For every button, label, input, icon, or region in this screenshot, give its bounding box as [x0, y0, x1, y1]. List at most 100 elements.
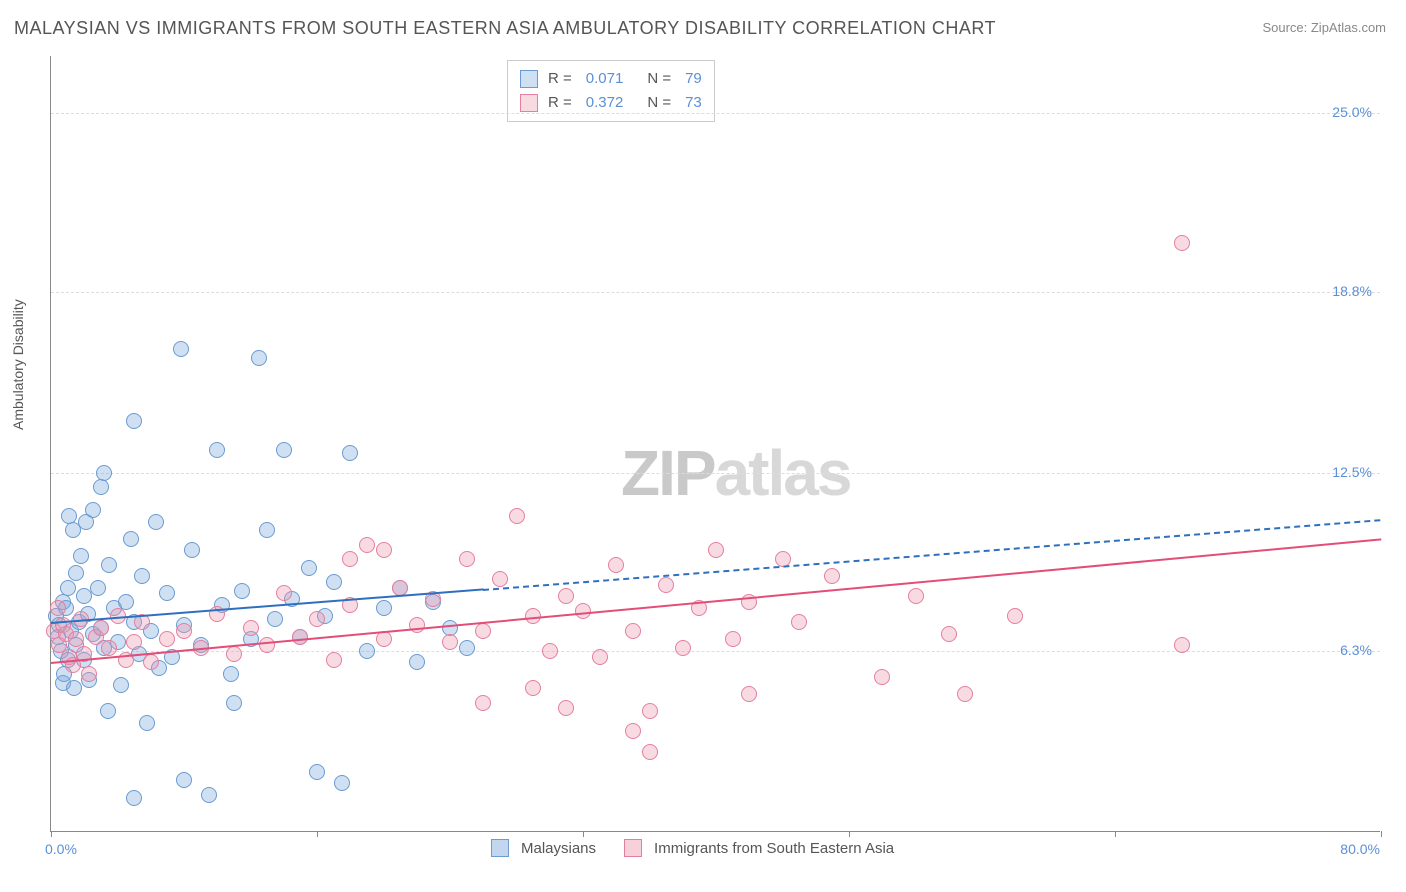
legend-r-value: 0.372	[586, 91, 624, 115]
scatter-point	[608, 557, 624, 573]
scatter-point	[96, 465, 112, 481]
scatter-point	[292, 629, 308, 645]
x-tick	[583, 831, 584, 837]
x-tick-label: 80.0%	[1340, 841, 1380, 857]
scatter-point	[442, 634, 458, 650]
gridline	[51, 292, 1380, 293]
scatter-point	[143, 654, 159, 670]
scatter-point	[301, 560, 317, 576]
legend-r-value: 0.071	[586, 67, 624, 91]
scatter-point	[592, 649, 608, 665]
scatter-point	[1007, 608, 1023, 624]
y-tick-label: 25.0%	[1332, 104, 1372, 120]
scatter-point	[101, 640, 117, 656]
scatter-point	[625, 723, 641, 739]
scatter-point	[475, 623, 491, 639]
scatter-point	[509, 508, 525, 524]
scatter-point	[741, 686, 757, 702]
scatter-point	[100, 703, 116, 719]
scatter-point	[126, 634, 142, 650]
scatter-point	[309, 764, 325, 780]
scatter-point	[459, 640, 475, 656]
y-tick-label: 18.8%	[1332, 283, 1372, 299]
scatter-point	[81, 666, 97, 682]
scatter-point	[176, 623, 192, 639]
scatter-point	[85, 502, 101, 518]
scatter-point	[675, 640, 691, 656]
scatter-point	[226, 695, 242, 711]
scatter-point	[1174, 637, 1190, 653]
scatter-point	[61, 508, 77, 524]
legend-n-value: 73	[685, 91, 702, 115]
scatter-point	[90, 580, 106, 596]
scatter-point	[409, 654, 425, 670]
scatter-point	[126, 413, 142, 429]
chart-title: MALAYSIAN VS IMMIGRANTS FROM SOUTH EASTE…	[14, 18, 996, 39]
scatter-point	[123, 531, 139, 547]
scatter-point	[908, 588, 924, 604]
scatter-point	[93, 479, 109, 495]
series-legend: MalaysiansImmigrants from South Eastern …	[491, 839, 910, 857]
scatter-point	[276, 585, 292, 601]
scatter-point	[126, 790, 142, 806]
scatter-point	[159, 585, 175, 601]
scatter-point	[334, 775, 350, 791]
scatter-point	[243, 620, 259, 636]
scatter-point	[259, 637, 275, 653]
scatter-point	[259, 522, 275, 538]
scatter-point	[359, 537, 375, 553]
scatter-point	[1174, 235, 1190, 251]
scatter-point	[118, 594, 134, 610]
legend-n-label: N =	[647, 67, 671, 91]
scatter-point	[708, 542, 724, 558]
scatter-point	[326, 574, 342, 590]
y-tick-label: 12.5%	[1332, 464, 1372, 480]
scatter-point	[625, 623, 641, 639]
scatter-point	[558, 700, 574, 716]
legend-series-label: Immigrants from South Eastern Asia	[654, 840, 894, 857]
legend-swatch	[491, 839, 509, 857]
scatter-point	[376, 600, 392, 616]
legend-row: R = 0.071 N = 79	[520, 67, 702, 91]
scatter-point	[50, 600, 66, 616]
scatter-point	[575, 603, 591, 619]
y-axis-label: Ambulatory Disability	[10, 299, 26, 430]
scatter-point	[159, 631, 175, 647]
x-tick	[1115, 831, 1116, 837]
x-tick	[849, 831, 850, 837]
x-tick	[317, 831, 318, 837]
y-tick-label: 6.3%	[1340, 642, 1372, 658]
x-tick-label: 0.0%	[45, 841, 77, 857]
scatter-point	[475, 695, 491, 711]
scatter-point	[874, 669, 890, 685]
scatter-point	[184, 542, 200, 558]
scatter-point	[173, 341, 189, 357]
scatter-point	[642, 744, 658, 760]
legend-swatch	[520, 94, 538, 112]
gridline	[51, 473, 1380, 474]
scatter-point	[176, 772, 192, 788]
scatter-point	[267, 611, 283, 627]
scatter-point	[725, 631, 741, 647]
legend-row: R = 0.372 N = 73	[520, 91, 702, 115]
scatter-point	[459, 551, 475, 567]
legend-n-value: 79	[685, 67, 702, 91]
scatter-point	[113, 677, 129, 693]
scatter-point	[359, 643, 375, 659]
x-tick	[51, 831, 52, 837]
scatter-point	[139, 715, 155, 731]
scatter-point	[101, 557, 117, 573]
legend-r-label: R =	[548, 67, 572, 91]
legend-r-label: R =	[548, 91, 572, 115]
scatter-point	[148, 514, 164, 530]
scatter-point	[276, 442, 292, 458]
gridline	[51, 113, 1380, 114]
scatter-point	[525, 680, 541, 696]
scatter-point	[60, 580, 76, 596]
scatter-point	[941, 626, 957, 642]
scatter-point	[226, 646, 242, 662]
source-label: Source: ZipAtlas.com	[1262, 20, 1386, 35]
scatter-point	[234, 583, 250, 599]
chart-plot-area: ZIPatlas R =0.071N =79R =0.372N =73 Mala…	[50, 56, 1380, 832]
legend-n-label: N =	[647, 91, 671, 115]
